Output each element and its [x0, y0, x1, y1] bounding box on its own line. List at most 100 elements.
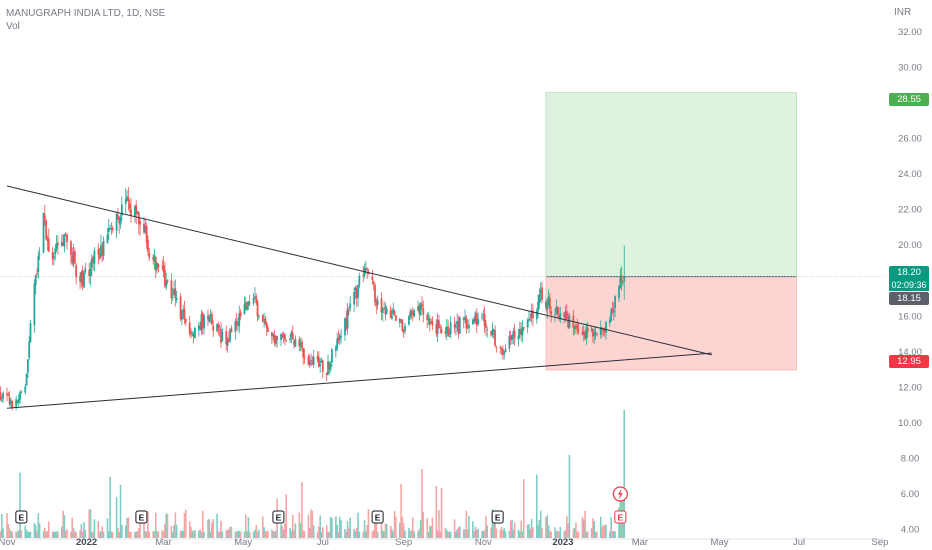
volume-bar	[331, 517, 333, 538]
candle-body	[11, 400, 14, 408]
candle-body	[265, 322, 268, 328]
volume-legend[interactable]: Vol	[6, 21, 20, 32]
candle-body	[93, 250, 96, 264]
candle-body	[418, 305, 421, 314]
earnings-marker[interactable]: E	[612, 486, 628, 524]
candle-body	[239, 312, 242, 317]
volume-bar	[237, 530, 239, 538]
symbol-title[interactable]: MANUGRAPH INDIA LTD, 1D, NSE	[6, 8, 166, 19]
volume-bar	[586, 531, 589, 538]
candle-body	[466, 326, 469, 328]
earnings-marker[interactable]: E	[491, 510, 504, 524]
volume-bar	[145, 531, 148, 538]
candle-body	[25, 373, 28, 386]
candle-body	[33, 283, 36, 326]
x-tick-label: Nov	[0, 537, 16, 548]
volume-bar	[121, 525, 123, 538]
candle-body	[623, 276, 626, 282]
candle-body	[468, 324, 470, 329]
volume-bar	[11, 531, 14, 538]
candle-body	[263, 320, 265, 321]
close-price-tag: 18.15	[889, 292, 929, 305]
volume-bar	[530, 518, 533, 538]
candle-body	[371, 276, 374, 281]
candle-body	[72, 251, 75, 264]
volume-bar	[611, 531, 614, 538]
volume-bar	[191, 530, 194, 538]
candle-body	[548, 297, 551, 310]
volume-bar	[541, 528, 543, 538]
volume-bar	[88, 509, 91, 538]
earnings-marker[interactable]: E	[272, 510, 285, 524]
volume-bar	[374, 521, 376, 538]
volume-bar	[367, 509, 370, 538]
candle-body	[491, 329, 494, 335]
candle-body	[511, 334, 513, 340]
volume-bar	[216, 513, 218, 538]
volume-bar	[263, 527, 265, 538]
volume-bar	[328, 531, 331, 538]
volume-bar	[438, 509, 440, 538]
candle-body	[153, 255, 156, 262]
candle-body	[528, 318, 530, 320]
candle-body	[431, 321, 434, 326]
candlesticks	[0, 187, 626, 411]
earnings-marker[interactable]: E	[371, 510, 384, 524]
volume-bar	[200, 531, 203, 538]
candle-body	[454, 325, 457, 328]
candle-body	[582, 331, 585, 335]
candle-body	[554, 313, 556, 316]
volume-bar	[280, 524, 282, 538]
candle-body	[538, 294, 541, 304]
volume-bar	[153, 531, 156, 538]
volume-bar	[549, 530, 551, 538]
earnings-marker[interactable]: E	[135, 510, 148, 524]
candle-body	[430, 321, 433, 324]
candle-body	[281, 335, 284, 337]
candle-body	[529, 319, 532, 321]
volume-bar	[325, 525, 328, 538]
volume-bar	[555, 531, 558, 538]
candle-body	[230, 328, 233, 333]
earnings-letter: E	[139, 513, 145, 523]
volume-bar	[449, 531, 452, 538]
volume-bar	[522, 479, 525, 538]
volume-bar	[173, 525, 175, 538]
support-trendline	[6, 352, 712, 409]
candle-body	[347, 309, 350, 311]
volume-bar	[220, 520, 222, 538]
volume-bar	[128, 531, 131, 538]
candle-body	[34, 275, 37, 286]
volume-bar	[448, 531, 451, 538]
candle-body	[26, 359, 29, 373]
candle-body	[550, 311, 553, 315]
candle-body	[2, 393, 4, 400]
candle-body	[353, 291, 356, 305]
candle-body	[217, 324, 220, 329]
volume-bar	[101, 526, 104, 538]
candle-body	[302, 347, 305, 358]
candle-body	[590, 328, 593, 330]
candle-body	[285, 339, 288, 341]
candle-body	[124, 199, 127, 204]
candle-body	[392, 309, 395, 315]
volume-bar	[511, 520, 513, 538]
volume-bar	[389, 525, 392, 538]
candle-body	[218, 328, 221, 330]
volume-bar	[208, 518, 211, 538]
candle-body	[272, 334, 275, 336]
earnings-marker[interactable]: E	[15, 510, 28, 524]
candle-body	[199, 325, 202, 329]
candle-body	[334, 347, 337, 351]
y-tick-label: 20.00	[898, 240, 922, 251]
volume-bar	[321, 527, 324, 538]
volume-bar	[16, 531, 19, 538]
volume-bar	[157, 531, 160, 538]
volume-bar	[20, 530, 23, 538]
volume-bar	[111, 531, 114, 538]
volume-bar	[418, 528, 421, 538]
candle-body	[75, 265, 78, 278]
candle-body	[428, 319, 431, 326]
volume-bar	[398, 522, 401, 538]
